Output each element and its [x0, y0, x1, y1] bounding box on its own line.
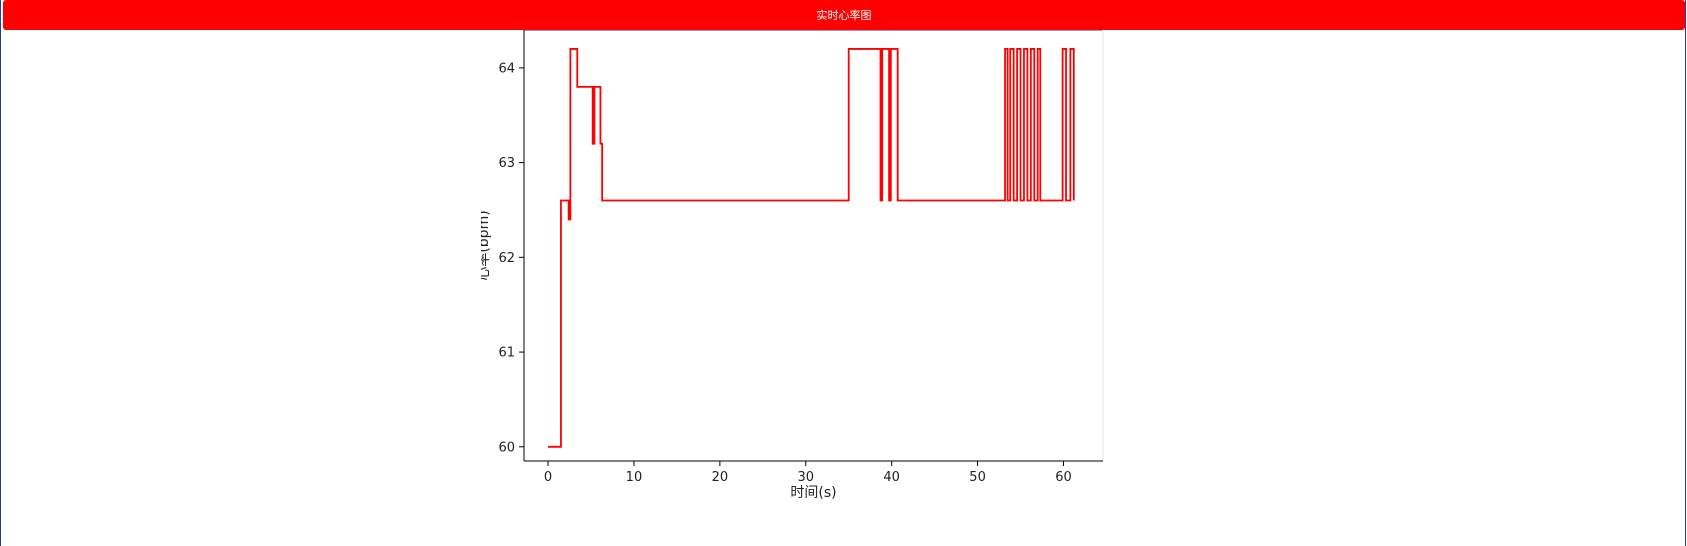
- x-tick-label: 50: [969, 470, 986, 485]
- heart-rate-line: [548, 48, 1075, 448]
- y-tick-label: 61: [498, 346, 515, 361]
- x-axis-label: 时间(s): [790, 485, 836, 501]
- heart-rate-chart: 0 10 20 30 40 50 60 60 61 62 63 64 时间(s) 心率(bpm): [481, 30, 1104, 501]
- chart-title: 实时心率图: [816, 9, 872, 22]
- y-tick-label: 63: [498, 156, 515, 171]
- y-tick-label: 62: [498, 251, 515, 266]
- x-tick-label: 30: [797, 470, 814, 485]
- x-tick-label: 40: [883, 470, 900, 485]
- y-tick-label: 60: [498, 440, 515, 455]
- x-tick-label: 20: [712, 470, 729, 485]
- y-tick-label: 64: [498, 61, 515, 76]
- y-axis-label: 心率(bpm): [481, 210, 492, 280]
- x-tick-label: 10: [626, 470, 643, 485]
- x-tick-label: 0: [544, 470, 552, 485]
- chart-container: 0 10 20 30 40 50 60 60 61 62 63 64 时间(s) 心率(bpm): [481, 30, 1201, 546]
- chart-title-bar: 实时心率图: [3, 0, 1685, 30]
- axes: [523, 30, 1104, 462]
- ticks: 0 10 20 30 40 50 60 60 61 62 63 64: [498, 61, 1071, 485]
- x-tick-label: 60: [1055, 470, 1072, 485]
- series-group: [548, 48, 1075, 448]
